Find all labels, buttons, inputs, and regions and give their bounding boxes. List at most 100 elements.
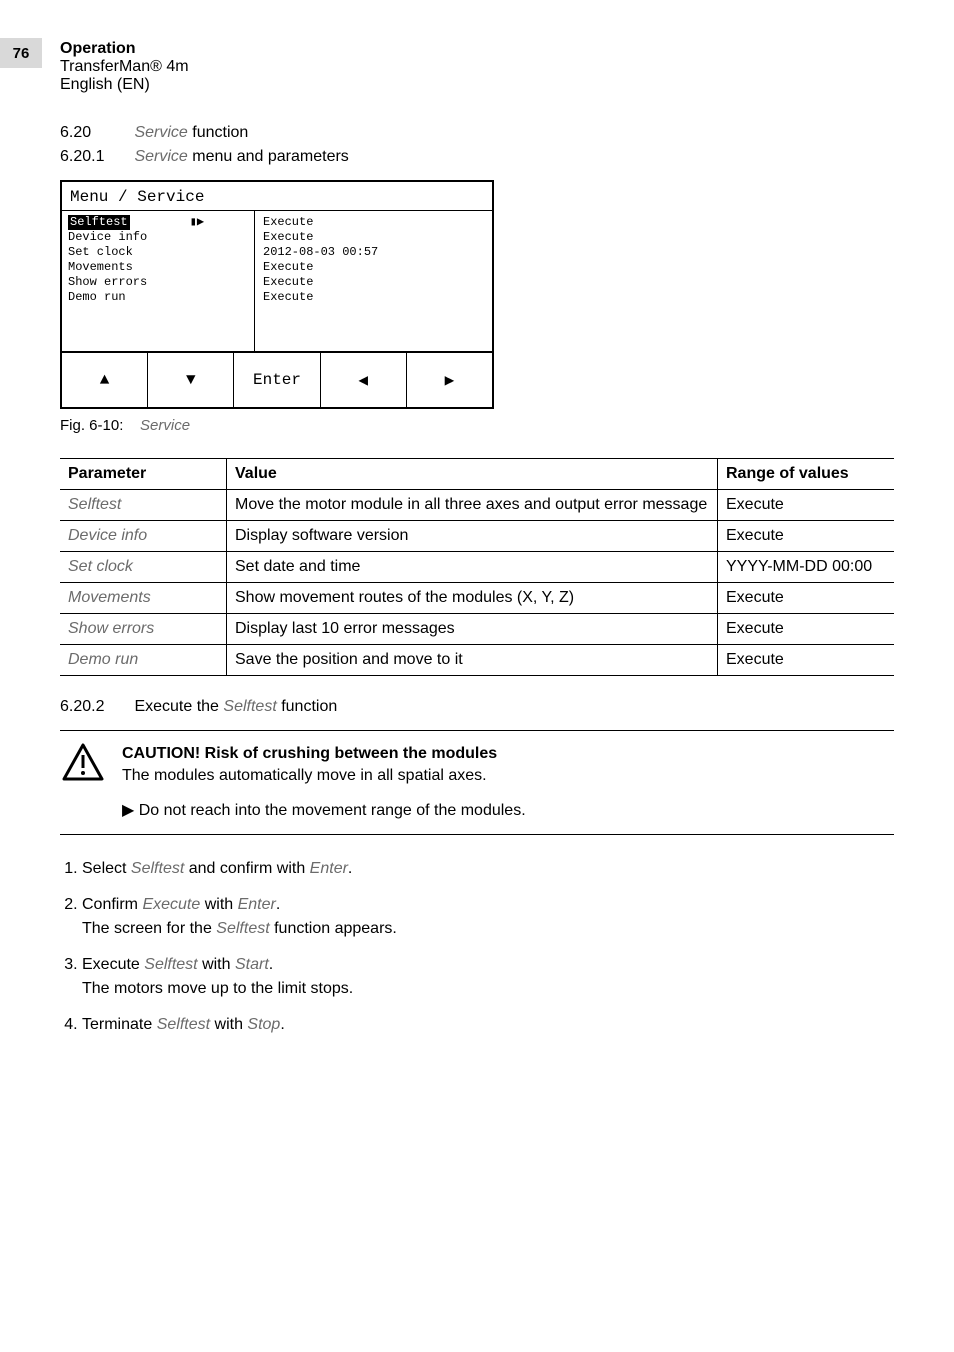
step-italic: Selftest: [216, 920, 269, 937]
lcd-value: Execute: [263, 290, 484, 305]
step-text: function appears.: [270, 920, 397, 937]
lcd-softkeys: ▲ ▼ Enter ◀ ▶: [62, 353, 492, 407]
lcd-selected-item: Selftest: [68, 215, 130, 230]
up-icon: ▲: [100, 371, 110, 389]
param-range: Execute: [718, 645, 895, 676]
step-1: Select Selftest and confirm with Enter.: [82, 857, 894, 881]
step-text: with: [198, 956, 235, 973]
section-6-20-2: 6.20.2 Execute the Selftest function: [60, 698, 894, 716]
lcd-menu-item: Device info: [68, 230, 248, 245]
section-name-italic: Service: [134, 148, 187, 165]
table-row: Movements Show movement routes of the mo…: [60, 583, 894, 614]
lcd-value: Execute: [263, 230, 484, 245]
param-range: Execute: [718, 614, 895, 645]
step-italic: Stop: [247, 1016, 280, 1033]
lcd-value: Execute: [263, 260, 484, 275]
lcd-selected-marker: ▮▶: [190, 215, 204, 230]
lcd-menu-item: Demo run: [68, 290, 248, 305]
param-name: Selftest: [60, 490, 227, 521]
param-value: Display software version: [227, 521, 718, 552]
step-text: Select: [82, 860, 131, 877]
left-icon: ◀: [358, 370, 368, 390]
section-suffix: function: [188, 124, 248, 141]
page: 76 Operation TransferMan® 4m English (EN…: [0, 0, 954, 1089]
section-suffix: function: [277, 698, 337, 715]
parameter-table: Parameter Value Range of values Selftest…: [60, 458, 894, 676]
procedure-steps: Select Selftest and confirm with Enter. …: [60, 857, 894, 1037]
lcd-menu-list: Selftest▮▶ Device info Set clock Movemen…: [62, 211, 255, 351]
table-row: Demo run Save the position and move to i…: [60, 645, 894, 676]
step-text: .: [280, 1016, 284, 1033]
section-6-20-1: 6.20.1 Service menu and parameters: [60, 148, 894, 166]
step-text: .: [276, 896, 280, 913]
lcd-values: Execute Execute 2012-08-03 00:57 Execute…: [255, 211, 492, 351]
param-range: Execute: [718, 490, 895, 521]
enter-label: Enter: [253, 371, 301, 389]
caution-text: CAUTION! Risk of crushing between the mo…: [122, 743, 894, 822]
triangle-bullet-icon: ▶: [122, 802, 139, 819]
param-range: Execute: [718, 583, 895, 614]
chapter-title: Operation: [60, 40, 894, 58]
softkey-up[interactable]: ▲: [62, 353, 148, 407]
step-text: Execute: [82, 956, 144, 973]
lcd-menu-selected-row: Selftest ▮▶: [68, 215, 248, 230]
section-prefix: Execute the: [134, 698, 223, 715]
step-italic: Selftest: [131, 860, 184, 877]
table-row: Selftest Move the motor module in all th…: [60, 490, 894, 521]
lcd-title: Menu / Service: [62, 182, 492, 210]
section-suffix: menu and parameters: [188, 148, 349, 165]
step-text: Terminate: [82, 1016, 157, 1033]
caution-bullet-text: Do not reach into the movement range of …: [139, 802, 526, 819]
step-text: and confirm with: [184, 860, 309, 877]
param-value: Move the motor module in all three axes …: [227, 490, 718, 521]
softkey-left[interactable]: ◀: [321, 353, 407, 407]
step-text: The screen for the: [82, 920, 216, 937]
section-number: 6.20.1: [60, 148, 130, 166]
section-number: 6.20.2: [60, 698, 130, 716]
lcd-menu-item: Show errors: [68, 275, 248, 290]
step-italic: Selftest: [157, 1016, 210, 1033]
param-value: Set date and time: [227, 552, 718, 583]
section-number: 6.20: [60, 124, 130, 142]
figure-label: Fig. 6-10:: [60, 417, 123, 434]
softkey-right[interactable]: ▶: [407, 353, 492, 407]
param-range: Execute: [718, 521, 895, 552]
down-icon: ▼: [186, 371, 196, 389]
lcd-menu-item: Movements: [68, 260, 248, 275]
caution-title: CAUTION! Risk of crushing between the mo…: [122, 743, 894, 765]
figure-name: Service: [140, 417, 190, 434]
step-text: .: [269, 956, 273, 973]
lcd-body: Selftest▮▶ Device info Set clock Movemen…: [62, 210, 492, 353]
param-name: Device info: [60, 521, 227, 552]
lcd-value: 2012-08-03 00:57: [263, 245, 484, 260]
caution-box: CAUTION! Risk of crushing between the mo…: [60, 730, 894, 835]
caution-bullet: ▶ Do not reach into the movement range o…: [122, 800, 894, 822]
section-6-20: 6.20 Service function: [60, 124, 894, 142]
table-row: Device info Display software version Exe…: [60, 521, 894, 552]
step-text: with: [200, 896, 237, 913]
step-text: with: [210, 1016, 247, 1033]
softkey-down[interactable]: ▼: [148, 353, 234, 407]
softkey-enter[interactable]: Enter: [234, 353, 320, 407]
step-italic: Execute: [142, 896, 200, 913]
step-text: Confirm: [82, 896, 142, 913]
col-range: Range of values: [718, 459, 895, 490]
col-value: Value: [227, 459, 718, 490]
product-name: TransferMan® 4m: [60, 58, 894, 76]
param-range: YYYY-MM-DD 00:00: [718, 552, 895, 583]
step-3: Execute Selftest with Start. The motors …: [82, 953, 894, 1001]
table-row: Set clock Set date and time YYYY-MM-DD 0…: [60, 552, 894, 583]
step-2: Confirm Execute with Enter. The screen f…: [82, 893, 894, 941]
table-row: Show errors Display last 10 error messag…: [60, 614, 894, 645]
language: English (EN): [60, 76, 894, 94]
figure-caption: Fig. 6-10: Service: [60, 417, 894, 434]
step-italic: Enter: [310, 860, 348, 877]
page-number: 76: [13, 45, 30, 62]
section-name-italic: Selftest: [223, 698, 276, 715]
step-italic: Selftest: [144, 956, 197, 973]
param-value: Save the position and move to it: [227, 645, 718, 676]
section-name-italic: Service: [134, 124, 187, 141]
step-4: Terminate Selftest with Stop.: [82, 1013, 894, 1037]
caution-icon: [60, 743, 106, 783]
step-italic: Enter: [238, 896, 276, 913]
